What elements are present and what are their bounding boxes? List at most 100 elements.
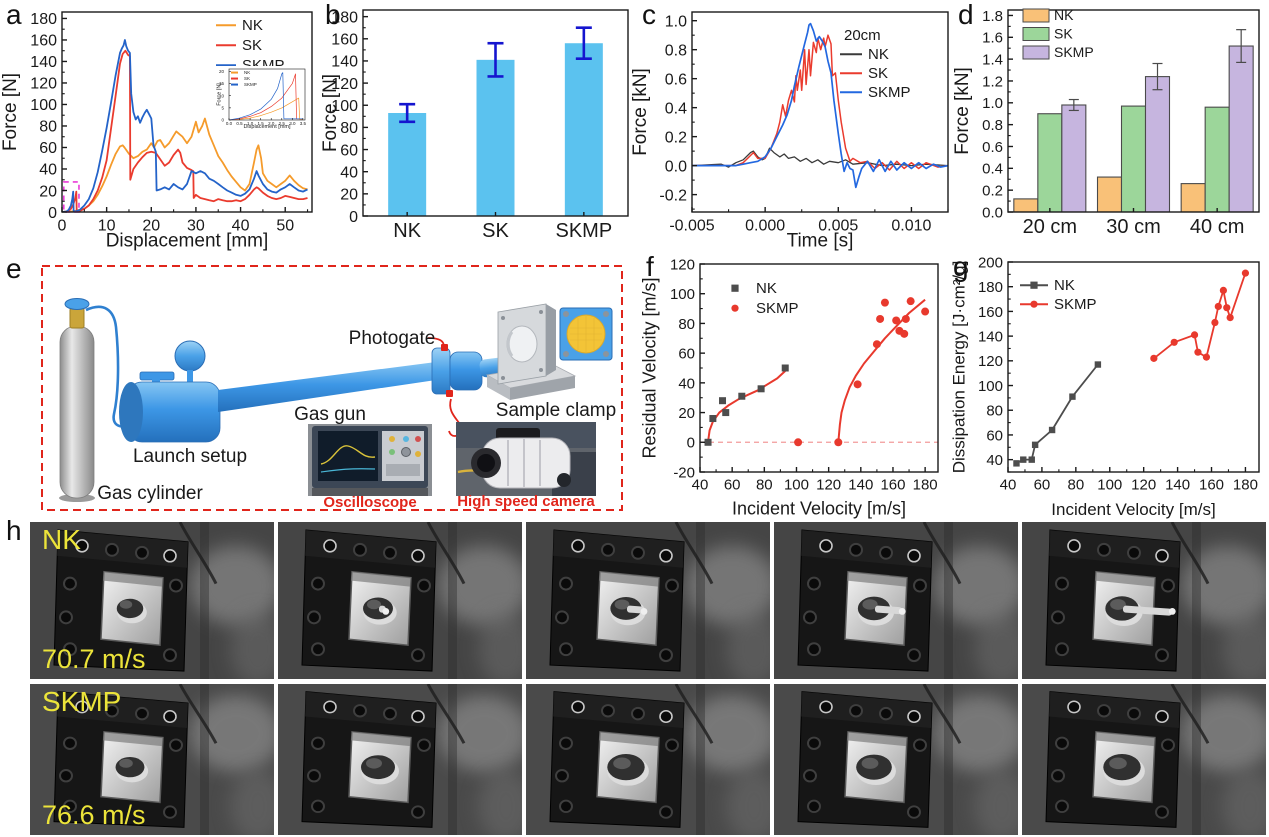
svg-text:1.0: 1.0 [982, 95, 1003, 112]
svg-text:60: 60 [340, 142, 358, 159]
g-plot-area [1013, 269, 1250, 467]
d-legend: NK SK SKMP [1022, 7, 1094, 60]
c-legend: 20cm NK SK SKMP [840, 27, 911, 101]
svg-text:30 cm: 30 cm [1106, 216, 1160, 238]
svg-text:0.0: 0.0 [226, 121, 233, 126]
svg-text:30: 30 [187, 217, 205, 234]
svg-text:160: 160 [880, 476, 905, 493]
svg-text:NK: NK [242, 17, 263, 34]
c-plot-area [692, 22, 948, 189]
bar-SKMP-40 cm [1228, 45, 1254, 212]
svg-text:SKMP: SKMP [555, 220, 612, 242]
svg-text:1.0: 1.0 [247, 121, 254, 126]
svg-text:40: 40 [39, 162, 57, 179]
svg-text:Force [N]: Force [N] [0, 73, 21, 151]
svg-text:Force [kN]: Force [kN] [630, 68, 651, 156]
svg-text:140: 140 [331, 54, 358, 71]
a_inset-svg: 0.0 0.5 1.0 1.5 2.0 2.5 3.0 3.5 0 5 10 15 20 Displace… [217, 68, 307, 130]
a_inset-plot-area [229, 72, 303, 120]
svg-text:0: 0 [48, 205, 57, 222]
impact-frame-nk-1: NK 70.7 m/s [30, 522, 274, 679]
svg-text:0.2: 0.2 [665, 129, 687, 146]
svg-text:NK: NK [244, 70, 250, 75]
svg-text:1.5: 1.5 [258, 121, 265, 126]
svg-text:0: 0 [58, 217, 67, 234]
panel-e: e [0, 252, 640, 520]
projectile-rod [874, 605, 903, 615]
svg-text:140: 140 [30, 54, 57, 71]
svg-text:0: 0 [221, 118, 224, 123]
impact-velocity-label: 76.6 m/s [42, 800, 146, 830]
impact-frame-skmp-1: SKMP 76.6 m/s [30, 684, 274, 835]
force-time-chart: -0.005 0.000 0.005 0.010 -0.2 0.0 0.2 0.4 0.6 0.8… [630, 0, 952, 252]
svg-text:40: 40 [1000, 476, 1017, 493]
g-legend: NK SKMP [1020, 277, 1097, 313]
svg-text:180: 180 [978, 279, 1003, 296]
impact-photo [278, 684, 522, 835]
svg-text:80: 80 [986, 403, 1003, 420]
impact-frame-skmp-2 [278, 684, 522, 835]
svg-text:60: 60 [724, 476, 741, 493]
svg-text:180: 180 [913, 476, 938, 493]
svg-text:60: 60 [39, 140, 57, 157]
panel-letter-g: g [953, 251, 969, 282]
impact-photo [30, 684, 274, 835]
svg-text:0.4: 0.4 [665, 100, 687, 117]
svg-text:NK: NK [393, 220, 421, 242]
svg-text:1.2: 1.2 [982, 73, 1003, 90]
svg-text:20 cm: 20 cm [1023, 216, 1077, 238]
impact-frame-nk-4 [774, 522, 1018, 679]
svg-text:0.5: 0.5 [236, 121, 243, 126]
svg-text:SKMP: SKMP [756, 300, 799, 317]
force-displacement-inset-chart: 0.0 0.5 1.0 1.5 2.0 2.5 3.0 3.5 0 5 10 15 20 Displace… [216, 66, 308, 132]
svg-text:SK: SK [868, 65, 888, 82]
impact-photo [526, 522, 770, 679]
svg-text:0.6: 0.6 [665, 71, 687, 88]
oscilloscope-photo [308, 424, 432, 496]
svg-text:40: 40 [340, 164, 358, 181]
impact-frame-nk-5 [1022, 522, 1266, 679]
panel-b: b NK SK SKMP 0 20 40 60 80 100 120 140 160 180 Force … [320, 0, 630, 252]
svg-text:NK: NK [756, 280, 777, 297]
impact-photo [1022, 684, 1266, 835]
svg-text:80: 80 [678, 316, 695, 333]
gas-cylinder [59, 298, 95, 502]
label-gas-gun: Gas gun [294, 404, 366, 425]
impact-frame-skmp-4 [774, 684, 1018, 835]
svg-text:0.6: 0.6 [982, 139, 1003, 156]
svg-text:20: 20 [142, 217, 160, 234]
bar-SK-20 cm [1037, 113, 1063, 212]
svg-text:80: 80 [340, 120, 358, 137]
bar-SKMP-30 cm [1144, 76, 1171, 212]
svg-text:5: 5 [221, 105, 224, 110]
svg-text:20: 20 [39, 183, 57, 200]
svg-text:0.8: 0.8 [665, 42, 687, 59]
svg-text:0.0: 0.0 [982, 204, 1003, 221]
residual-velocity-chart: 40 60 80 100 120 140 160 180 -20 0 20 40 60 80 100 120 I… [639, 252, 950, 520]
svg-text:1.0: 1.0 [665, 13, 687, 30]
svg-text:Force [N]: Force [N] [217, 83, 223, 106]
svg-text:80: 80 [756, 476, 773, 493]
label-photogate: Photogate [349, 328, 436, 349]
impact-frame-skmp-5 [1022, 684, 1266, 835]
impact-photo [30, 522, 274, 679]
bar-NK-30 cm [1096, 176, 1123, 212]
svg-text:100: 100 [784, 476, 809, 493]
svg-text:120: 120 [30, 76, 57, 93]
f-legend: NK SKMP [731, 280, 799, 317]
impact-frame-nk-3 [526, 522, 770, 679]
svg-text:10: 10 [219, 93, 225, 98]
dissipation-energy-chart: 40 60 80 100 120 140 160 180 40 60 80 100 120 140 160 1… [949, 252, 1269, 520]
svg-text:40: 40 [232, 217, 250, 234]
projectile-rod [626, 605, 644, 614]
svg-text:120: 120 [816, 476, 841, 493]
label-sample-clamp: Sample clamp [496, 400, 616, 421]
svg-text:2.0: 2.0 [268, 121, 275, 126]
pressure-gauge [174, 340, 206, 372]
valve-knob [64, 298, 90, 310]
svg-text:SK: SK [482, 220, 509, 242]
panel-a: a 0 10 20 30 40 50 0 20 40 60 80 100 120 140 160 180 Dis… [0, 0, 430, 252]
impact-photo [774, 684, 1018, 835]
svg-text:3.0: 3.0 [289, 121, 296, 126]
setup-dashed-border [41, 265, 623, 511]
